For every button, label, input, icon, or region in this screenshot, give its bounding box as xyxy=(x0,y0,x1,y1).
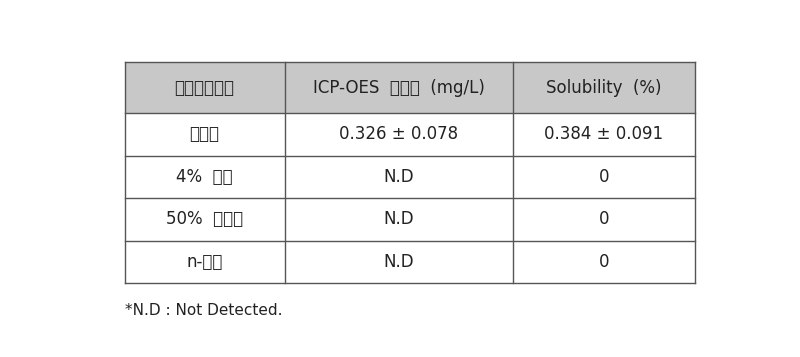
Bar xyxy=(513,156,695,198)
Bar xyxy=(285,156,513,198)
Text: 증류수: 증류수 xyxy=(190,125,220,143)
Bar xyxy=(513,241,695,283)
Bar xyxy=(125,198,285,241)
Text: *N.D : Not Detected.: *N.D : Not Detected. xyxy=(125,303,282,318)
Text: ICP-OES  결과값  (mg/L): ICP-OES 결과값 (mg/L) xyxy=(313,79,485,96)
Text: 0: 0 xyxy=(598,211,609,228)
Bar xyxy=(125,113,285,156)
Bar xyxy=(513,198,695,241)
Bar xyxy=(513,113,695,156)
Bar xyxy=(285,113,513,156)
Bar xyxy=(285,241,513,283)
Bar xyxy=(125,241,285,283)
Text: 식품모사용매: 식품모사용매 xyxy=(174,79,234,96)
Text: 0: 0 xyxy=(598,168,609,186)
Text: 50%  에탄올: 50% 에탄올 xyxy=(166,211,243,228)
Bar xyxy=(285,198,513,241)
Text: n-헵탄: n-헵탄 xyxy=(186,253,223,271)
Text: N.D: N.D xyxy=(383,253,414,271)
Text: 0.326 ± 0.078: 0.326 ± 0.078 xyxy=(339,125,458,143)
Text: 0.384 ± 0.091: 0.384 ± 0.091 xyxy=(544,125,663,143)
Bar xyxy=(125,62,285,113)
Text: 0: 0 xyxy=(598,253,609,271)
Bar xyxy=(513,62,695,113)
Text: N.D: N.D xyxy=(383,168,414,186)
Text: 4%  초산: 4% 초산 xyxy=(176,168,233,186)
Bar xyxy=(125,156,285,198)
Bar xyxy=(285,62,513,113)
Text: N.D: N.D xyxy=(383,211,414,228)
Text: Solubility  (%): Solubility (%) xyxy=(546,79,662,96)
